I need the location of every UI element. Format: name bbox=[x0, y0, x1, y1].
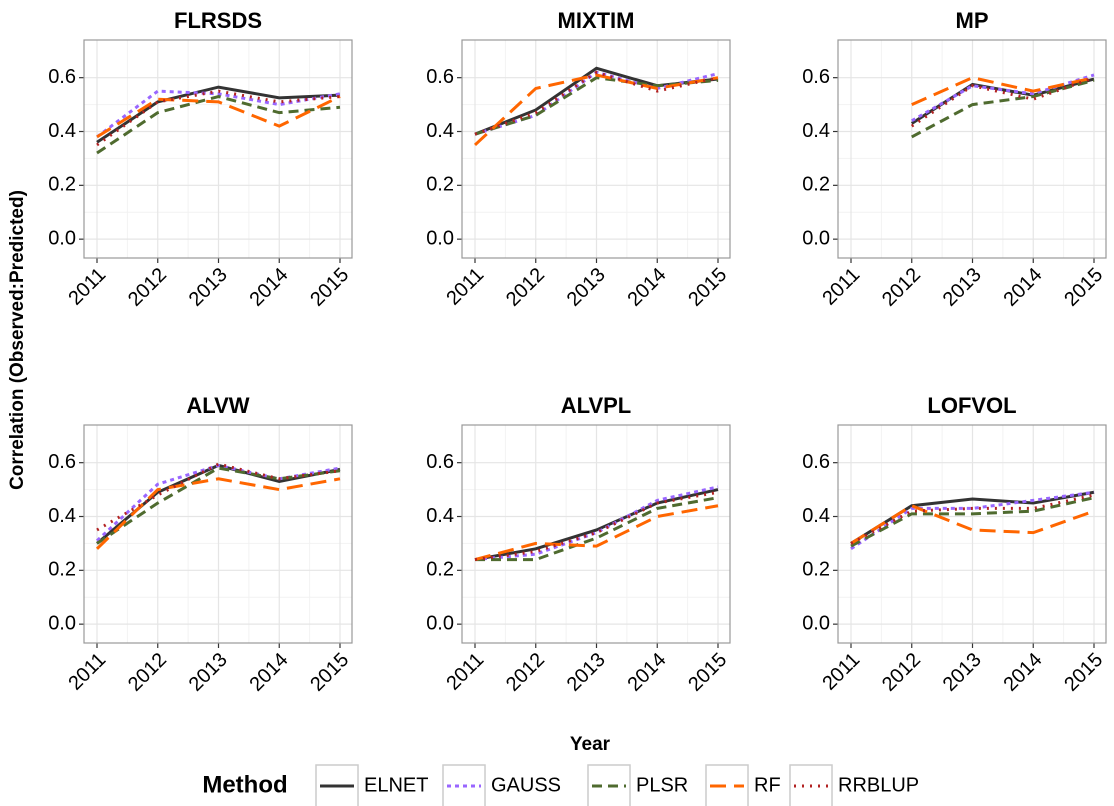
y-tick-label: 0.6 bbox=[48, 451, 76, 473]
y-tick-label: 0.0 bbox=[48, 227, 76, 249]
y-tick-label: 0.0 bbox=[48, 612, 76, 634]
x-tick-label: 2015 bbox=[684, 264, 731, 311]
panel-border bbox=[83, 39, 353, 259]
y-tick-label: 0.4 bbox=[802, 120, 830, 142]
series-line bbox=[96, 89, 341, 147]
y-tick-label: 0.2 bbox=[48, 559, 76, 581]
y-tick-label: 0.0 bbox=[426, 612, 454, 634]
x-tick-label: 2011 bbox=[64, 264, 110, 310]
x-tick-label: 2014 bbox=[999, 649, 1046, 696]
series-line bbox=[850, 493, 1095, 545]
y-tick-label: 0.2 bbox=[48, 174, 76, 196]
x-tick-label: 2011 bbox=[442, 649, 488, 695]
y-tick-label: 0.6 bbox=[48, 66, 76, 88]
series-line bbox=[850, 496, 1095, 548]
y-tick-label: 0.4 bbox=[426, 505, 454, 527]
x-tick-label: 2014 bbox=[999, 264, 1046, 311]
series-line bbox=[475, 496, 719, 562]
y-tick-label: 0.0 bbox=[802, 612, 830, 634]
series-line bbox=[911, 78, 1095, 139]
series-line bbox=[910, 76, 1095, 128]
x-tick-label: 2013 bbox=[563, 649, 610, 696]
x-tick-label: 2015 bbox=[306, 264, 353, 311]
panel-title: FLRSDS bbox=[174, 8, 262, 33]
series-line bbox=[474, 485, 719, 562]
y-tick-label: 0.2 bbox=[426, 174, 454, 196]
panel-border bbox=[461, 424, 731, 644]
panel-border bbox=[83, 424, 353, 644]
y-tick-label: 0.6 bbox=[426, 451, 454, 473]
x-tick-label: 2014 bbox=[245, 649, 292, 696]
panel-title: ALVW bbox=[186, 393, 249, 418]
series-line bbox=[474, 488, 719, 562]
series-line bbox=[95, 477, 341, 550]
y-tick-label: 0.6 bbox=[802, 451, 830, 473]
panel-border bbox=[837, 424, 1107, 644]
series-line bbox=[474, 490, 719, 562]
series-line bbox=[96, 95, 341, 139]
x-tick-label: 2012 bbox=[124, 264, 171, 311]
x-tick-label: 2014 bbox=[245, 264, 292, 311]
series-line bbox=[96, 94, 341, 155]
series-line bbox=[96, 466, 341, 545]
x-tick-label: 2013 bbox=[939, 264, 986, 311]
x-tick-label: 2012 bbox=[502, 649, 549, 696]
x-tick-label: 2012 bbox=[124, 649, 171, 696]
legend-key bbox=[789, 764, 833, 806]
series-line bbox=[474, 70, 719, 136]
legend-label: PLSR bbox=[636, 774, 688, 796]
series-line bbox=[96, 85, 341, 144]
panel-title: MIXTIM bbox=[558, 8, 635, 33]
y-axis-label: Correlation (Observed:Predicted) bbox=[7, 190, 28, 490]
x-tick-label: 2011 bbox=[64, 649, 110, 695]
x-tick-label: 2012 bbox=[502, 264, 549, 311]
legend-label: ELNET bbox=[364, 774, 428, 796]
series-line bbox=[850, 490, 1095, 545]
legend-label: RF bbox=[754, 774, 781, 796]
series-line bbox=[850, 490, 1095, 551]
x-tick-label: 2013 bbox=[185, 264, 232, 311]
x-tick-label: 2012 bbox=[878, 649, 925, 696]
x-tick-label: 2011 bbox=[818, 649, 864, 695]
panel-title: MP bbox=[956, 8, 989, 33]
legend-label: RRBLUP bbox=[838, 774, 919, 796]
x-tick-label: 2013 bbox=[939, 649, 986, 696]
y-tick-label: 0.0 bbox=[802, 227, 830, 249]
y-tick-label: 0.4 bbox=[48, 120, 76, 142]
x-tick-label: 2012 bbox=[878, 264, 925, 311]
x-tick-label: 2015 bbox=[684, 649, 731, 696]
y-tick-label: 0.6 bbox=[426, 66, 454, 88]
series-line bbox=[474, 504, 719, 562]
y-tick-label: 0.4 bbox=[48, 505, 76, 527]
y-tick-label: 0.0 bbox=[426, 227, 454, 249]
y-tick-label: 0.2 bbox=[426, 559, 454, 581]
x-tick-label: 2015 bbox=[1060, 264, 1107, 311]
legend-label: GAUSS bbox=[491, 774, 561, 796]
x-axis-label: Year bbox=[570, 734, 611, 755]
y-tick-label: 0.2 bbox=[802, 174, 830, 196]
series-line bbox=[96, 89, 341, 139]
y-tick-label: 0.4 bbox=[426, 120, 454, 142]
series-line bbox=[911, 76, 1095, 106]
x-tick-label: 2013 bbox=[563, 264, 610, 311]
y-tick-label: 0.2 bbox=[802, 559, 830, 581]
series-line bbox=[850, 504, 1095, 545]
x-tick-label: 2011 bbox=[818, 264, 864, 310]
legend-title: Method bbox=[202, 771, 287, 798]
panel-title: ALVPL bbox=[561, 393, 631, 418]
x-tick-label: 2014 bbox=[623, 264, 670, 311]
series-line bbox=[473, 73, 719, 147]
y-tick-label: 0.6 bbox=[802, 66, 830, 88]
x-tick-label: 2015 bbox=[306, 649, 353, 696]
x-tick-label: 2015 bbox=[1060, 649, 1107, 696]
x-tick-label: 2013 bbox=[185, 649, 232, 696]
y-tick-label: 0.4 bbox=[802, 505, 830, 527]
x-tick-label: 2011 bbox=[442, 264, 488, 310]
panel-border bbox=[461, 39, 731, 259]
panel-border bbox=[837, 39, 1107, 259]
x-tick-label: 2014 bbox=[623, 649, 670, 696]
panel-title: LOFVOL bbox=[927, 393, 1016, 418]
